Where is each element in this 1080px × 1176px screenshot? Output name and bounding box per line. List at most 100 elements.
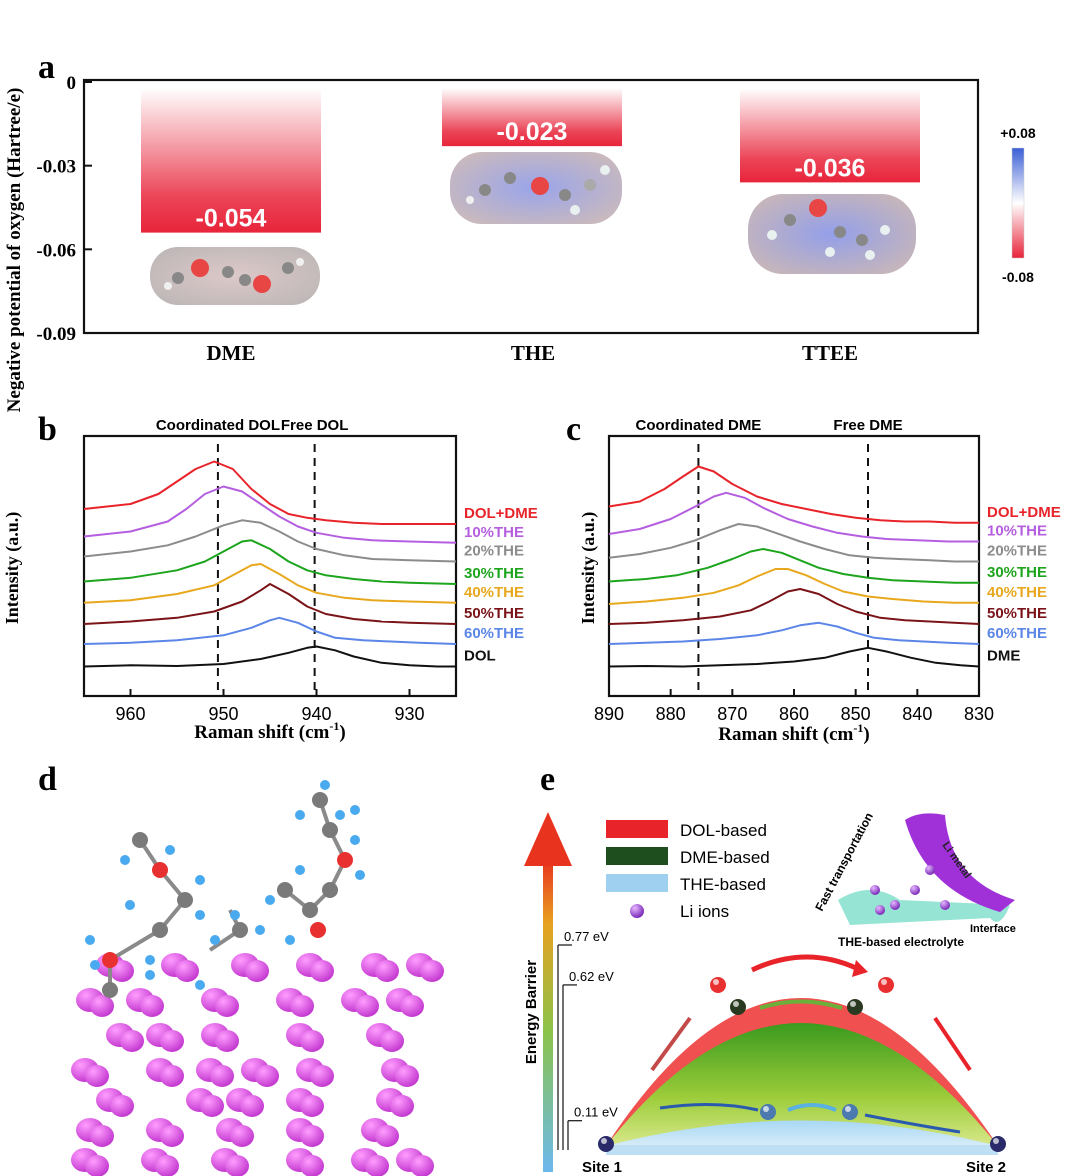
fluorine-atom	[195, 910, 205, 920]
li-atom	[255, 1065, 279, 1087]
ion-highlight	[733, 1001, 739, 1007]
fluorine-atom	[165, 845, 175, 855]
atom	[102, 952, 118, 968]
atom	[302, 902, 318, 918]
fluorine-atom	[145, 955, 155, 965]
panel-e: e Energy Barrier 0.77 eV 0.62 eV 0.11 eV S…	[523, 761, 1016, 1176]
series-label: DOL+DME	[987, 504, 1061, 521]
annotation-label: Free DOL	[281, 417, 349, 434]
ytick-label-a: -0.03	[36, 157, 76, 178]
li-atom	[225, 1155, 249, 1176]
ion-highlight	[601, 1138, 607, 1144]
series-label: 40%THE	[987, 584, 1047, 601]
series-line-dol-dme	[83, 460, 456, 525]
series-line-dol	[83, 645, 456, 668]
inset-interface-label: Interface	[970, 923, 1016, 935]
series-line-60-the	[83, 616, 457, 645]
xtick-label: 830	[964, 704, 994, 724]
ion-marker	[760, 1104, 776, 1120]
li-atom	[300, 1030, 324, 1052]
li-atom	[215, 1030, 239, 1052]
li-atom	[310, 960, 334, 982]
ytick-label-a: -0.09	[36, 324, 76, 345]
ion-marker	[710, 977, 726, 993]
molecule-the-image	[450, 152, 622, 224]
fluorine-atom	[255, 925, 265, 935]
series-label: 10%THE	[464, 524, 524, 541]
legend-swatch-ion	[630, 904, 644, 918]
bar-dme	[141, 88, 321, 233]
panel-label-c: c	[566, 411, 581, 448]
series-line-50-the	[83, 583, 457, 625]
li-atom	[90, 995, 114, 1017]
inset-illustration: Fast transportation Li metal Interface T…	[812, 810, 1016, 949]
li-atom	[175, 960, 199, 982]
li-atom	[400, 995, 424, 1017]
panel-label-b: b	[38, 411, 57, 448]
fluorine-atom	[195, 875, 205, 885]
li-atom	[420, 960, 444, 982]
li-atom	[110, 960, 134, 982]
series-label: DME	[987, 648, 1020, 665]
fluorine-atom	[350, 835, 360, 845]
xtick-label: 890	[594, 704, 624, 724]
series-label: 50%THE	[464, 605, 524, 622]
series-label: DOL	[464, 648, 496, 665]
fluorine-atom	[295, 865, 305, 875]
li-atom	[90, 1125, 114, 1147]
xtick-label: 850	[841, 704, 871, 724]
ion-marker	[990, 1136, 1006, 1152]
ytick-label-a: -0.06	[36, 240, 76, 261]
fluorine-atom	[120, 855, 130, 865]
panel-d: d	[38, 761, 444, 1176]
xtick-label: 940	[301, 704, 331, 724]
li-atom	[240, 1095, 264, 1117]
li-atom	[365, 1155, 389, 1176]
molecule-dme-image	[150, 247, 320, 305]
ylabel-b: Intensity (a.u.)	[2, 512, 23, 625]
ion-highlight	[763, 1106, 769, 1112]
bar-value-label: -0.036	[795, 154, 866, 182]
li-atom	[390, 1095, 414, 1117]
plot-frame-b	[82, 434, 458, 698]
series-line-40-the	[83, 563, 457, 604]
fluorine-atom	[285, 935, 295, 945]
the-barrier-area	[606, 1120, 998, 1146]
ion-marker	[730, 999, 746, 1015]
series-label: 20%THE	[987, 543, 1047, 560]
xtick-label: 880	[656, 704, 686, 724]
li-atom	[85, 1155, 109, 1176]
fluorine-atom	[320, 780, 330, 790]
dme-barrier-area	[606, 1023, 998, 1146]
li-atom	[355, 995, 379, 1017]
legend-label: DME-based	[680, 848, 770, 867]
energy-arrow	[524, 812, 572, 1172]
panel-label-a: a	[38, 49, 55, 86]
panel-label-e: e	[540, 761, 555, 798]
ytick-label-a: 0	[67, 73, 77, 94]
dol-right-arrow	[933, 1016, 972, 1072]
legend-swatch	[606, 847, 668, 865]
li-atom	[395, 1065, 419, 1087]
series-label: 30%THE	[464, 565, 524, 582]
fluorine-atom	[210, 935, 220, 945]
xtick-label: 960	[115, 704, 145, 724]
series-line-40-the	[608, 568, 979, 605]
series-label: 50%THE	[987, 605, 1047, 622]
annotation-label: Coordinated DME	[635, 417, 761, 434]
dol-path-arrow	[750, 954, 858, 973]
atom	[312, 792, 328, 808]
atom	[232, 922, 248, 938]
legend-label: DOL-based	[680, 821, 767, 840]
legend-swatch	[606, 820, 668, 838]
site-1-label: Site 1	[582, 1159, 622, 1176]
ion-marker	[842, 1104, 858, 1120]
series-label: 60%THE	[987, 625, 1047, 642]
bond	[108, 928, 162, 962]
series-line-30-the	[608, 548, 979, 584]
atom	[177, 892, 193, 908]
ion-highlight	[845, 1106, 851, 1112]
level-label: 0.11 eV	[574, 1105, 618, 1120]
series-label: 10%THE	[987, 523, 1047, 540]
